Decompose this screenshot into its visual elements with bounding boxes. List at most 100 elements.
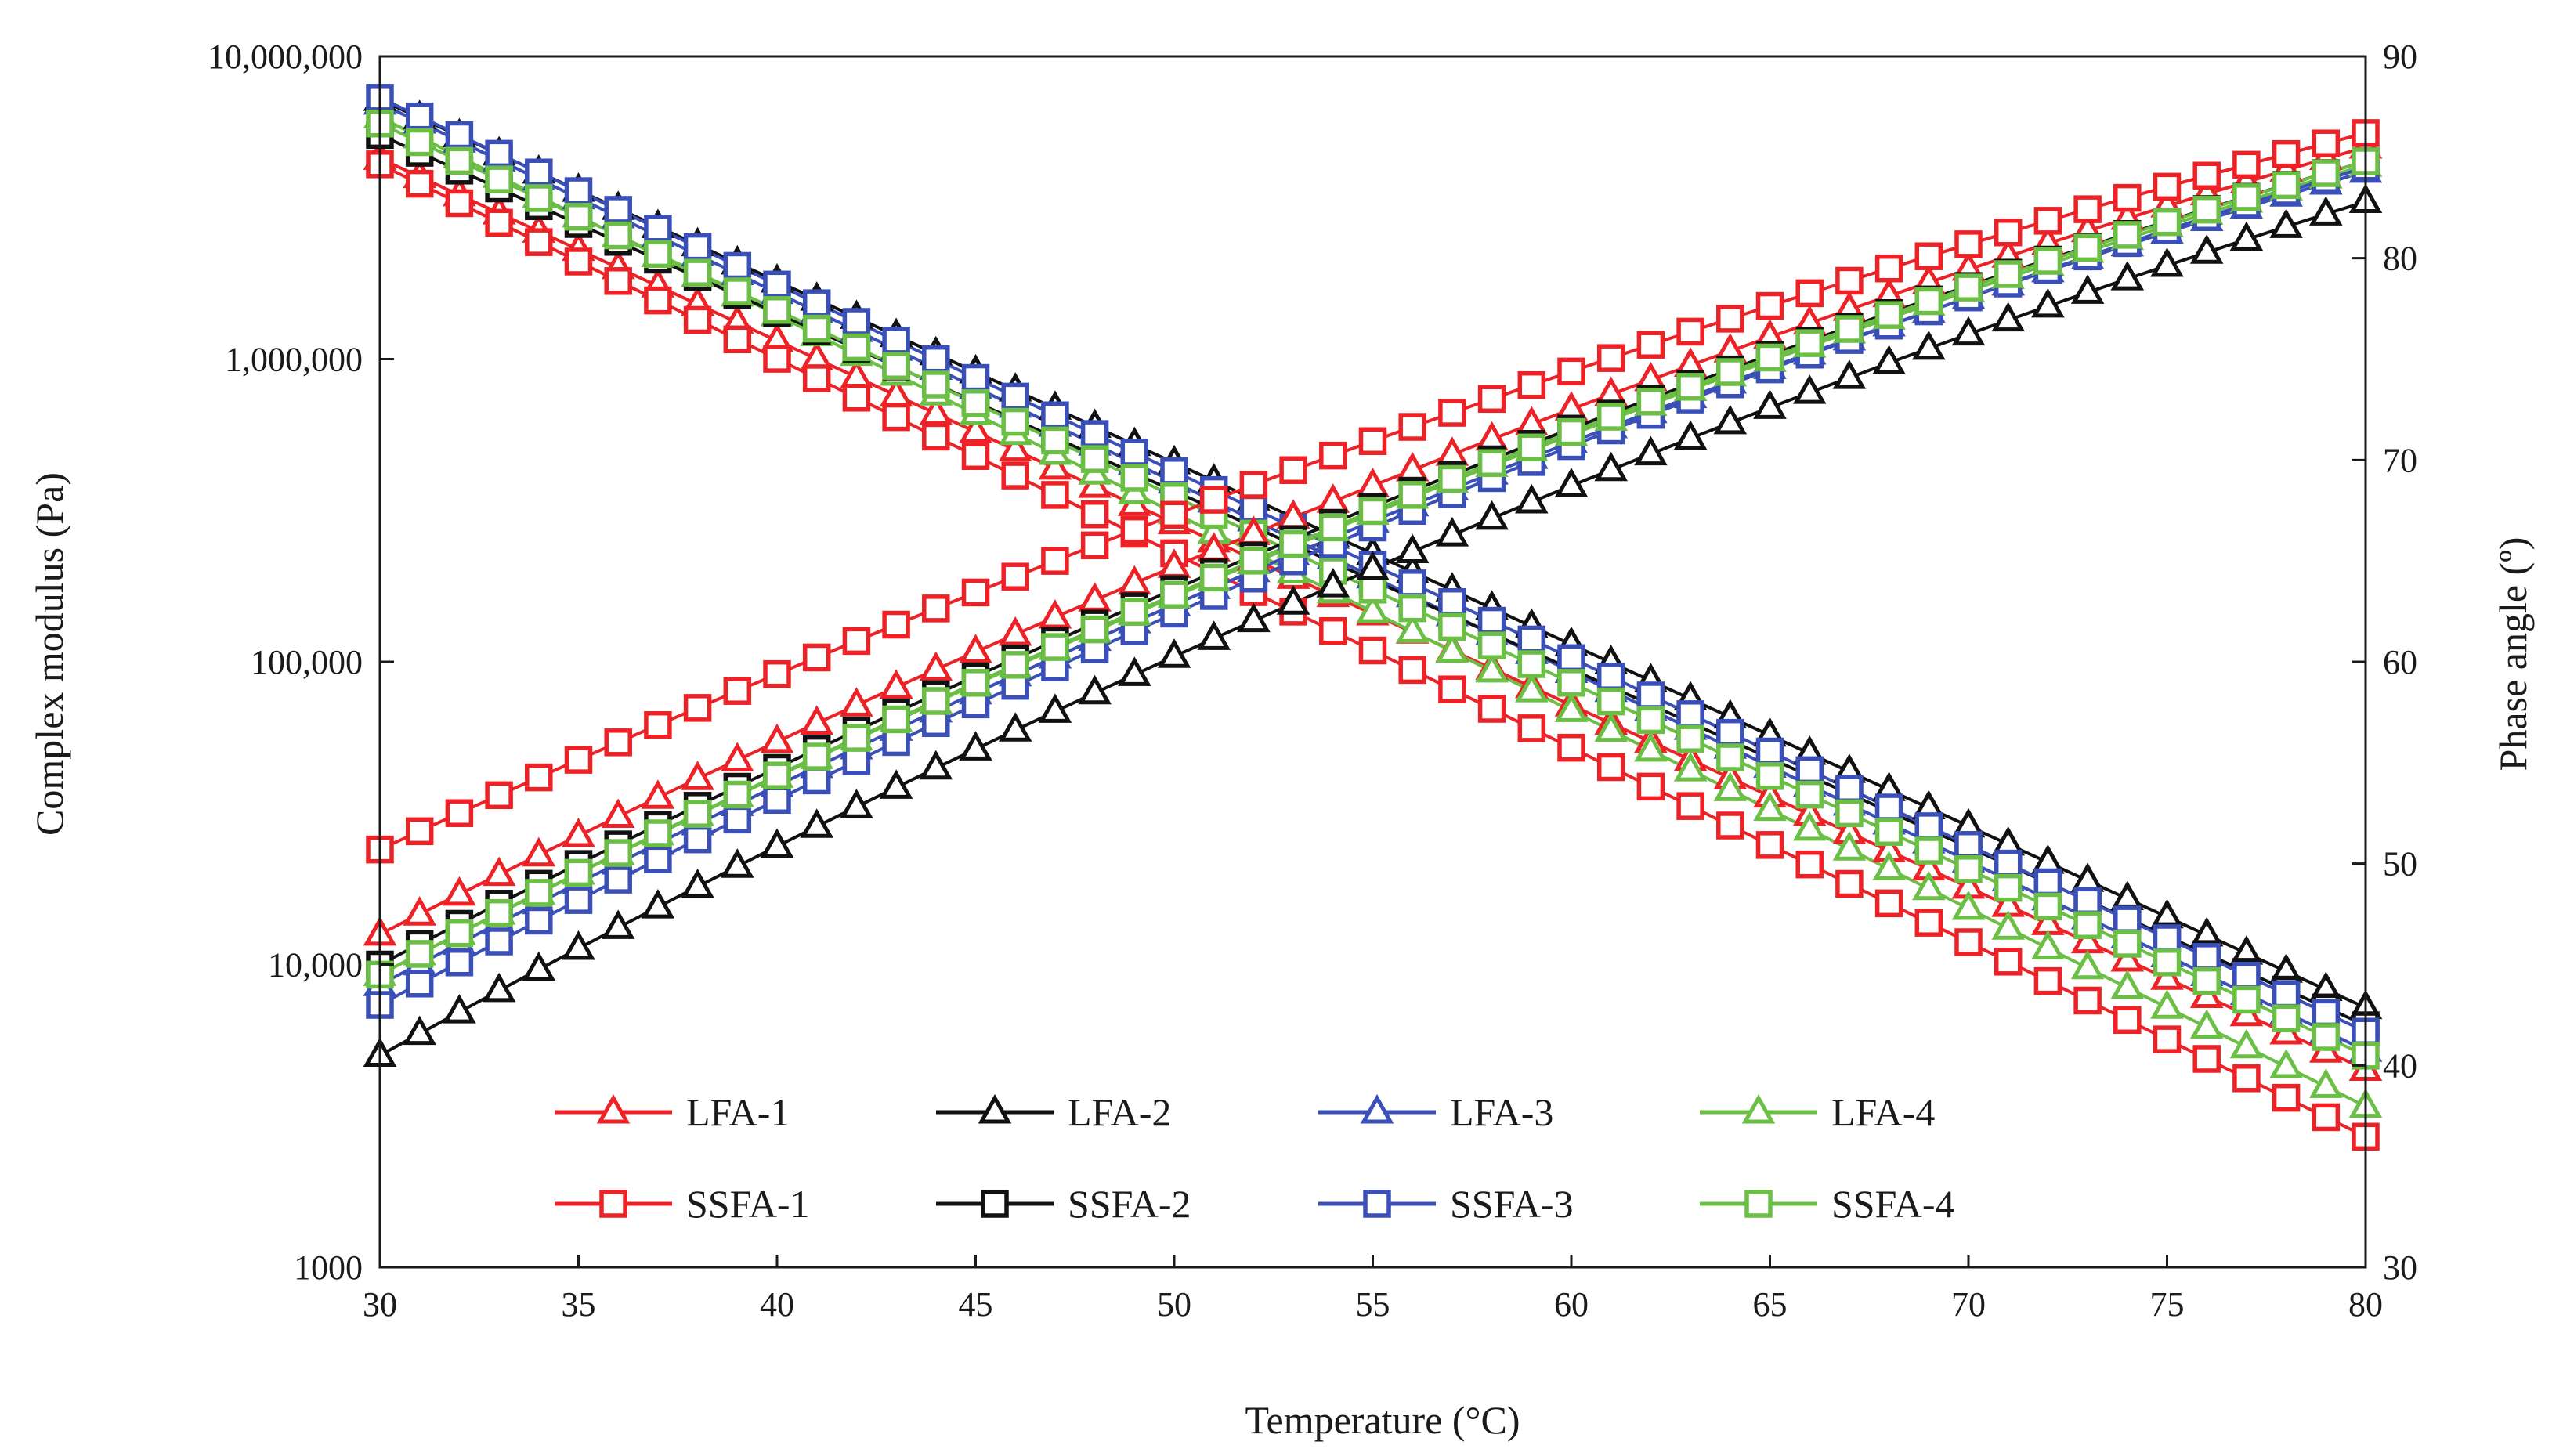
series-square-marker [683,825,712,854]
series-square-marker [445,146,474,175]
series-square-marker [763,761,791,789]
series-triangle-marker [2309,196,2343,226]
series-triangle-marker [1038,693,1072,723]
x-tick-label: 80 [2348,1285,2383,1324]
x-tick-label: 55 [1356,1285,1390,1324]
series-square-marker [1954,831,1983,859]
series-triangle-marker [522,951,556,981]
series-triangle-marker [1991,302,2025,332]
series-triangle-marker [2031,930,2065,959]
series-square-marker [1795,780,1824,809]
series-triangle-marker [1078,674,1112,705]
series-square-marker [1596,663,1625,691]
y-axis-left: 1000 10,000 100,000 1,000,000 10,000,000 [208,38,394,1287]
series-square-marker [1716,743,1744,771]
series-triangle-marker [601,909,635,939]
x-tick-label: 70 [1951,1285,1986,1324]
series-square-marker [882,327,910,355]
y-left-tick-label: 1000 [294,1248,363,1287]
series-triangle-marker [919,651,953,681]
series-square-marker [922,370,950,399]
series-square-marker [604,865,632,894]
series-triangle-marker [1713,771,1748,801]
series-square-marker [1041,481,1069,509]
series-triangle-marker [2189,234,2224,264]
series-square-marker [1755,291,1784,320]
series-square-marker [2192,1045,2221,1073]
series-triangle-marker [1912,870,1946,901]
series-triangle-marker [998,616,1032,646]
series-square-marker [1914,812,1943,840]
series-square-marker [564,858,593,887]
series-square-marker [1835,266,1864,295]
series-triangle-marker [1316,568,1350,598]
series-square-marker [842,308,871,336]
series-square-marker [1080,615,1109,644]
y-left-tick-label: 100,000 [251,643,363,681]
series-triangle-marker [1038,450,1072,480]
series-triangle-marker [879,769,913,799]
series-square-marker [802,766,831,795]
series-square-marker [1795,329,1824,357]
series-square-marker [1835,315,1864,343]
series-triangle-marker [1515,483,1549,514]
series-square-marker [2192,966,2221,995]
series-square-marker [1954,230,1983,258]
series-square-marker [1438,587,1466,616]
series-square-marker [802,742,831,771]
series-square-marker [842,724,871,752]
series-triangle-marker [1475,652,1509,683]
series-square-marker [1319,513,1347,542]
series-triangle-marker [1832,831,1867,861]
series-triangle-marker [1515,673,1549,703]
series-square-marker [1716,305,1744,333]
series-triangle-marker [1792,811,1827,841]
legend-label: LFA-2 [1068,1090,1171,1134]
series-square-marker [1795,756,1824,785]
series-triangle-marker [1594,712,1628,742]
series-triangle-marker [562,930,595,960]
series-square-marker [1954,928,1983,956]
series-triangle-marker [1197,620,1231,650]
series-square-marker [1994,948,2023,976]
series-square-marker [1001,461,1029,490]
series-square-marker [981,1190,1009,1218]
y-right-tick-label: 80 [2383,240,2417,278]
series-triangle-marker [1237,602,1271,633]
series-square-marker [1363,1190,1391,1218]
series-square-marker [1557,733,1585,762]
series-square-marker [2312,999,2341,1028]
series-square-marker [1041,426,1069,455]
y-right-tick-label: 30 [2383,1248,2417,1287]
series-square-marker [445,189,474,218]
series-triangle-marker [800,808,833,838]
series-markers-ssfa-1-right [366,119,2380,864]
series-square-marker [525,906,553,935]
series-square-marker [1041,401,1069,429]
series-triangle-marker [1991,910,2025,940]
series-square-marker [1517,625,1546,654]
series-square-marker [1744,1190,1773,1218]
series-square-marker [1438,399,1466,427]
series-square-marker [1477,631,1506,659]
series-triangle-marker [1118,656,1151,686]
series-square-marker [1477,606,1506,635]
series-triangle-marker [1673,752,1708,782]
series-square-marker [683,800,712,828]
series-square-marker [2033,207,2062,235]
series-square-marker [1398,569,1426,598]
series-square-marker [485,165,513,193]
series-square-marker [1596,753,1625,782]
series-square-marker [1120,515,1149,544]
series-square-marker [2153,948,2182,977]
series-square-marker [1199,486,1228,514]
series-square-marker [1636,772,1665,801]
legend-item-lfa-3: LFA-3 [1318,1090,1553,1134]
series-square-marker [1795,279,1824,308]
series-square-marker [763,659,791,688]
legend-item-lfa-2: LFA-2 [936,1090,1171,1134]
series-square-marker [2113,1006,2142,1035]
series-square-marker [1835,799,1864,828]
series-triangle-marker [760,723,794,753]
legend-item-ssfa-4: SSFA-4 [1700,1182,1954,1226]
